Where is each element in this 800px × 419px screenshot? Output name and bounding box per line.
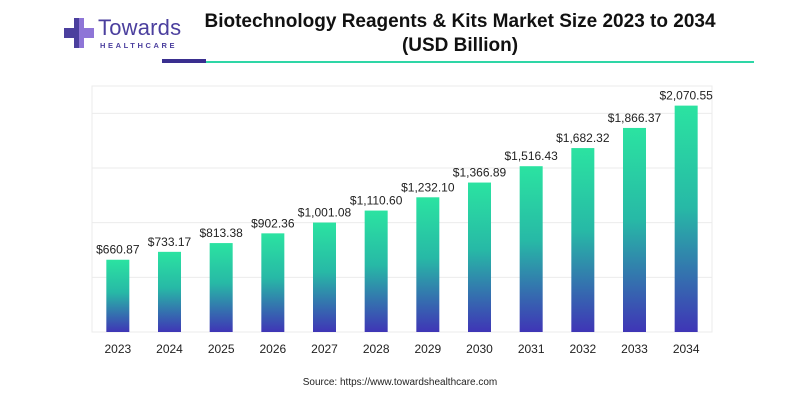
data-label-2033: $1,866.37	[608, 111, 662, 125]
x-axis-ticks: 2023 2024 2025 2026 2027 2028 2029 2030 2031 2032…	[104, 342, 699, 356]
brand-tagline: HEALTHCARE	[100, 41, 178, 50]
data-label-2034: $2,070.55	[659, 89, 713, 103]
bar-2034	[674, 105, 698, 332]
data-label-2026: $902.36	[251, 216, 295, 230]
bars	[106, 105, 698, 333]
bar-2030	[468, 182, 491, 332]
bar-2026	[261, 233, 285, 332]
x-tick-2028: 2028	[363, 342, 390, 356]
chart-title-line2: (USD Billion)	[401, 35, 519, 56]
data-label-2032: $1,682.32	[556, 131, 610, 145]
x-tick-2025: 2025	[208, 342, 235, 356]
header-rule-accent	[162, 59, 206, 63]
x-tick-2023: 2023	[104, 342, 131, 356]
gridlines	[91, 85, 713, 333]
x-tick-2034: 2034	[673, 342, 700, 356]
brand-name: Towards	[98, 15, 182, 40]
data-label-2031: $1,516.43	[504, 149, 558, 163]
source-note: Source: https://www.towardshealthcare.co…	[302, 377, 498, 388]
brand-logo: Towards HEALTHCARE	[62, 16, 192, 52]
data-label-2024: $733.17	[148, 235, 192, 249]
data-label-2028: $1,110.60	[350, 194, 403, 208]
medical-cross-icon	[64, 18, 94, 48]
plot-frame	[91, 85, 713, 333]
data-label-2023: $660.87	[96, 243, 140, 257]
data-label-2027: $1,001.08	[298, 206, 352, 220]
x-tick-2032: 2032	[569, 342, 596, 356]
header-rule	[206, 61, 754, 63]
chart-title-line1: Biotechnology Reagents & Kits Market Siz…	[204, 11, 716, 32]
x-tick-2029: 2029	[414, 342, 441, 356]
x-tick-2026: 2026	[259, 342, 286, 356]
data-label-2025: $813.38	[199, 226, 243, 240]
x-tick-2030: 2030	[466, 342, 493, 356]
bar-2033	[623, 127, 646, 333]
bar-2032	[571, 148, 595, 332]
bar-2027	[313, 222, 336, 332]
bar-2029	[416, 197, 440, 332]
bar-2031	[519, 166, 543, 332]
data-label-2030: $1,366.89	[453, 166, 507, 180]
x-tick-2024: 2024	[156, 342, 183, 356]
data-labels: $660.87$733.17$813.38$902.36$1,001.08$1,…	[96, 89, 713, 257]
x-tick-2027: 2027	[311, 342, 338, 356]
data-label-2029: $1,232.10	[401, 180, 455, 194]
x-tick-2033: 2033	[621, 342, 648, 356]
bar-2025	[209, 243, 233, 332]
bar-2028	[364, 210, 388, 332]
chart-title: Biotechnology Reagents & Kits Market Siz…	[190, 10, 730, 58]
bar-2024	[158, 251, 181, 332]
bar-2023	[106, 259, 130, 332]
x-tick-2031: 2031	[518, 342, 545, 356]
